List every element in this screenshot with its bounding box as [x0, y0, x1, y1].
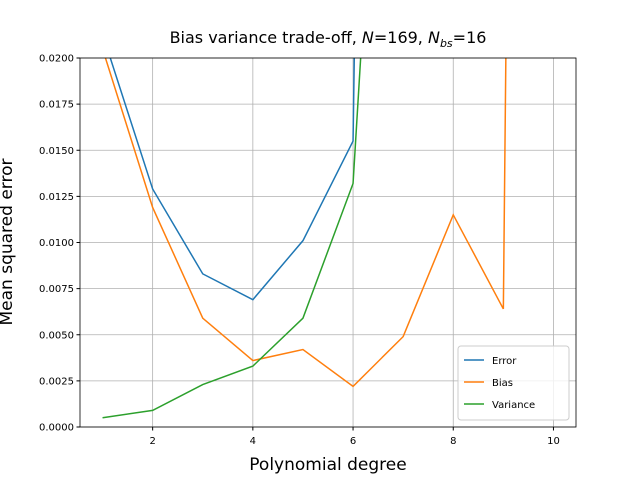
x-tick-label: 2: [149, 436, 155, 447]
y-tick-label: 0.0150: [39, 146, 74, 157]
x-tick-label: 4: [250, 436, 256, 447]
y-tick-label: 0.0050: [39, 330, 74, 341]
y-tick-label: 0.0125: [39, 192, 74, 203]
y-tick-label: 0.0200: [39, 54, 74, 65]
y-axis-label: Mean squared error: [0, 159, 17, 326]
x-tick-label: 8: [450, 436, 456, 447]
x-axis-label: Polynomial degree: [249, 455, 406, 475]
plot-frame: [79, 57, 577, 428]
chart-title: Bias variance trade-off, N=169, Nbs=16: [170, 28, 487, 50]
title-text: =16: [453, 28, 487, 47]
data-line: [109, 58, 356, 301]
legend-label: Bias: [492, 378, 513, 389]
y-tick-label: 0.0100: [39, 238, 74, 249]
data-line: [102, 58, 362, 419]
legend-box: [457, 345, 570, 421]
legend-label: Error: [492, 356, 517, 367]
y-tick-label: 0.0025: [39, 376, 74, 387]
y-tick-label: 0.0000: [39, 423, 74, 434]
title-text: N: [428, 28, 440, 47]
x-tick-label: 6: [350, 436, 356, 447]
title-text: =169,: [374, 28, 428, 47]
legend-label: Variance: [492, 400, 535, 411]
y-tick-label: 0.0175: [39, 100, 74, 111]
y-tick-label: 0.0075: [39, 284, 74, 295]
data-line: [104, 58, 507, 388]
title-text: Bias variance trade-off,: [170, 28, 362, 47]
title-text: bs: [440, 37, 453, 50]
title-text: N: [362, 28, 374, 47]
x-tick-label: 10: [547, 436, 560, 447]
plot-lines: [102, 58, 507, 419]
